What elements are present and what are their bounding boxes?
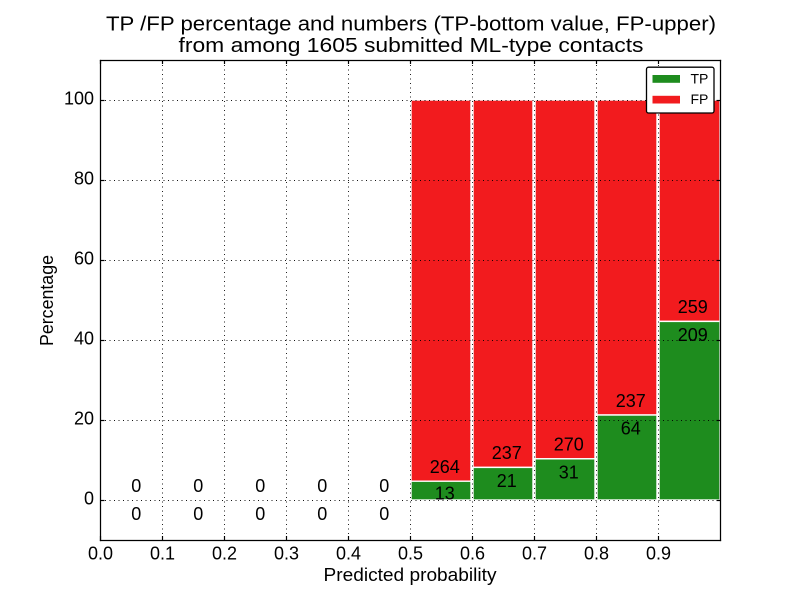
svg-text:0: 0 xyxy=(84,489,94,509)
svg-text:0: 0 xyxy=(131,476,141,496)
svg-text:FP: FP xyxy=(691,91,709,107)
svg-text:20: 20 xyxy=(74,409,94,429)
svg-text:0: 0 xyxy=(193,504,203,524)
svg-text:0: 0 xyxy=(255,476,265,496)
svg-text:64: 64 xyxy=(621,419,641,439)
svg-text:31: 31 xyxy=(559,463,579,483)
svg-text:0: 0 xyxy=(317,504,327,524)
svg-text:13: 13 xyxy=(435,484,455,504)
svg-text:0: 0 xyxy=(317,476,327,496)
svg-text:0.1: 0.1 xyxy=(150,543,175,563)
svg-text:21: 21 xyxy=(497,471,517,491)
svg-text:60: 60 xyxy=(74,249,94,269)
svg-text:209: 209 xyxy=(678,325,708,345)
svg-text:0: 0 xyxy=(255,504,265,524)
svg-text:0.5: 0.5 xyxy=(398,543,423,563)
svg-text:0.7: 0.7 xyxy=(522,543,547,563)
svg-text:40: 40 xyxy=(74,329,94,349)
svg-text:270: 270 xyxy=(554,435,584,455)
svg-text:0.3: 0.3 xyxy=(274,543,299,563)
svg-text:0.6: 0.6 xyxy=(460,543,485,563)
svg-text:237: 237 xyxy=(616,391,646,411)
svg-text:0.8: 0.8 xyxy=(584,543,609,563)
svg-text:Predicted probability: Predicted probability xyxy=(324,565,497,585)
svg-text:0.4: 0.4 xyxy=(336,543,361,563)
svg-text:237: 237 xyxy=(492,443,522,463)
svg-text:0.2: 0.2 xyxy=(212,543,237,563)
svg-text:from among 1605 submitted ML-t: from among 1605 submitted ML-type contac… xyxy=(179,35,644,57)
svg-text:Percentage: Percentage xyxy=(37,255,57,346)
svg-text:0.9: 0.9 xyxy=(646,543,671,563)
svg-text:80: 80 xyxy=(74,169,94,189)
svg-text:0: 0 xyxy=(379,476,389,496)
svg-text:TP: TP xyxy=(691,70,709,86)
svg-text:100: 100 xyxy=(64,89,94,109)
svg-text:0: 0 xyxy=(379,504,389,524)
svg-text:0: 0 xyxy=(131,504,141,524)
svg-text:264: 264 xyxy=(430,457,460,477)
svg-text:TP /FP percentage and numbers: TP /FP percentage and numbers (TP-bottom… xyxy=(106,14,716,36)
svg-text:0.0: 0.0 xyxy=(88,543,113,563)
svg-text:259: 259 xyxy=(678,297,708,317)
svg-text:0: 0 xyxy=(193,476,203,496)
